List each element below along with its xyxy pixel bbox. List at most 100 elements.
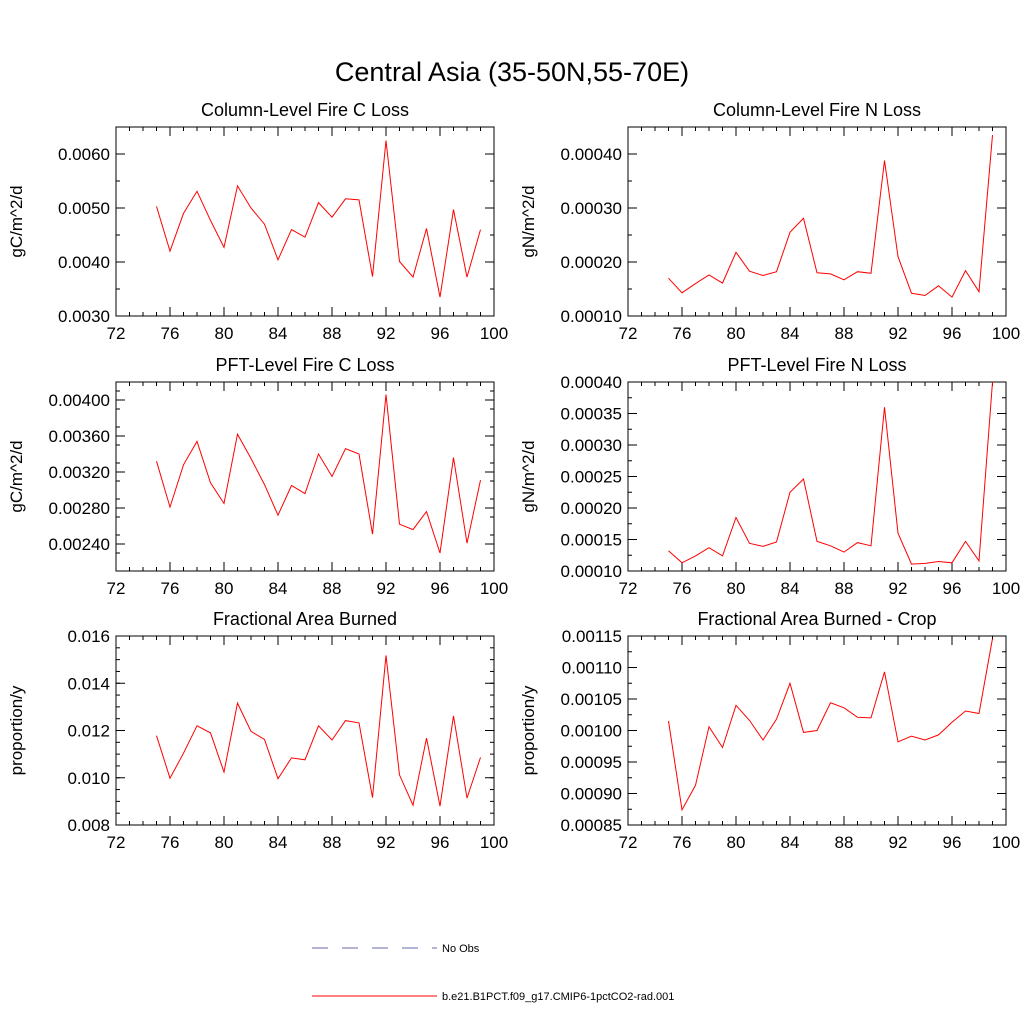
series-line-column-level-fire-c-loss [156,140,481,298]
x-tick-label: 96 [431,324,450,343]
panel-pft-level-fire-c-loss: PFT-Level Fire C Loss gC/m^2/d 72 76 80 84 88 9… [7,355,508,598]
panel-title: PFT-Level Fire C Loss [215,355,394,375]
x-tick-label: 72 [619,833,638,852]
y-tick-label: 0.0030 [58,307,110,326]
y-tick-label: 0.00110 [562,659,622,678]
x-tick-label: 72 [619,579,638,598]
y-tick-label: 0.00105 [561,690,622,709]
legend: No Obs b.e21.B1PCT.f09_g17.CMIP6-1pctCO2… [312,943,674,1003]
y-tick-label: 0.0050 [58,199,110,218]
x-tick-label: 72 [107,324,126,343]
series-line-fractional-area-burned-crop [668,638,993,812]
plot-frame [115,126,495,317]
y-axis-label: gN/m^2/d [519,185,538,257]
y-tick-label: 0.00040 [561,373,622,392]
x-tick-label: 80 [215,579,234,598]
y-tick-label: 0.016 [67,627,110,646]
y-tick-label: 0.00280 [49,499,110,518]
x-tick-label: 80 [727,579,746,598]
y-axis-label: gC/m^2/d [7,185,26,257]
panels-group: Column-Level Fire C Loss gC/m^2/d 72 76 80 84… [7,100,1020,852]
x-tick-label: 76 [673,324,692,343]
y-tick-label: 0.008 [67,816,110,835]
x-tick-label: 76 [161,579,180,598]
x-tick-label: 92 [889,579,908,598]
panel-pft-level-fire-n-loss: PFT-Level Fire N Loss gN/m^2/d 72 76 80 84 88 9… [519,355,1020,598]
x-tick-label: 100 [992,579,1020,598]
y-tick-label: 0.00085 [561,816,622,835]
x-tick-label: 80 [215,324,234,343]
x-tick-label: 92 [377,324,396,343]
panel-title: PFT-Level Fire N Loss [727,355,906,375]
y-tick-label: 0.00095 [561,753,622,772]
panel-title: Fractional Area Burned - Crop [697,609,936,629]
x-tick-label: 80 [727,324,746,343]
figure-title: Central Asia (35-50N,55-70E) [335,57,689,87]
series-line-fractional-area-burned [156,655,481,807]
y-tick-label: 0.00035 [561,405,622,424]
x-tick-label: 76 [673,579,692,598]
x-tick-label: 92 [377,833,396,852]
series-line-pft-level-fire-n-loss [668,381,993,565]
x-tick-label: 88 [323,833,342,852]
x-tick-label: 84 [781,324,800,343]
x-tick-label: 88 [835,324,854,343]
x-tick-label: 88 [835,579,854,598]
x-tick-label: 72 [107,833,126,852]
y-axis-label: gC/m^2/d [7,440,26,512]
x-tick-label: 96 [943,324,962,343]
x-tick-label: 84 [269,833,288,852]
x-tick-label: 100 [992,324,1020,343]
y-tick-label: 0.00030 [561,199,622,218]
y-tick-label: 0.014 [67,674,110,693]
y-tick-label: 0.00400 [49,391,110,410]
y-tick-label: 0.00115 [562,627,622,646]
x-tick-label: 100 [992,833,1020,852]
panel-column-level-fire-c-loss: Column-Level Fire C Loss gC/m^2/d 72 76 80 84… [7,100,508,343]
y-tick-label: 0.00020 [561,253,622,272]
y-tick-label: 0.00030 [561,436,622,455]
x-tick-label: 84 [781,579,800,598]
plot-frame [115,381,495,572]
x-tick-label: 76 [673,833,692,852]
x-tick-label: 100 [480,833,508,852]
x-tick-label: 96 [431,579,450,598]
x-tick-label: 100 [480,579,508,598]
x-tick-label: 72 [107,579,126,598]
legend-label-no-obs: No Obs [442,943,480,955]
y-tick-label: 0.0040 [58,253,110,272]
plot-frame [627,126,1007,317]
x-tick-label: 76 [161,324,180,343]
panel-fractional-area-burned: Fractional Area Burned proportion/y 72 76 80… [7,609,508,852]
y-tick-label: 0.012 [67,722,110,741]
y-tick-label: 0.00090 [561,785,622,804]
series-line-pft-level-fire-c-loss [156,394,481,554]
x-tick-label: 80 [727,833,746,852]
x-tick-label: 72 [619,324,638,343]
y-tick-label: 0.0060 [58,145,110,164]
x-tick-label: 96 [431,833,450,852]
x-tick-label: 92 [377,579,396,598]
y-tick-label: 0.00020 [561,499,622,518]
panel-title: Column-Level Fire N Loss [713,100,921,120]
panel-column-level-fire-n-loss: Column-Level Fire N Loss gN/m^2/d 72 76 80 84… [519,100,1020,343]
x-tick-label: 92 [889,833,908,852]
panel-title: Fractional Area Burned [213,609,397,629]
plot-frame [115,635,495,826]
panel-fractional-area-burned-crop: Fractional Area Burned - Crop proportion/… [519,609,1020,852]
x-tick-label: 80 [215,833,234,852]
y-tick-label: 0.00240 [49,535,110,554]
legend-label-model: b.e21.B1PCT.f09_g17.CMIP6-1pctCO2-rad.00… [442,991,674,1003]
y-tick-label: 0.00025 [561,468,622,487]
y-axis-label: proportion/y [519,685,538,775]
x-tick-label: 88 [323,324,342,343]
plot-frame [627,381,1007,572]
y-tick-label: 0.00320 [49,463,110,482]
panel-title: Column-Level Fire C Loss [201,100,409,120]
y-tick-label: 0.00010 [561,307,622,326]
x-tick-label: 84 [781,833,800,852]
y-tick-label: 0.00360 [49,427,110,446]
x-tick-label: 88 [323,579,342,598]
y-tick-label: 0.00040 [561,145,622,164]
